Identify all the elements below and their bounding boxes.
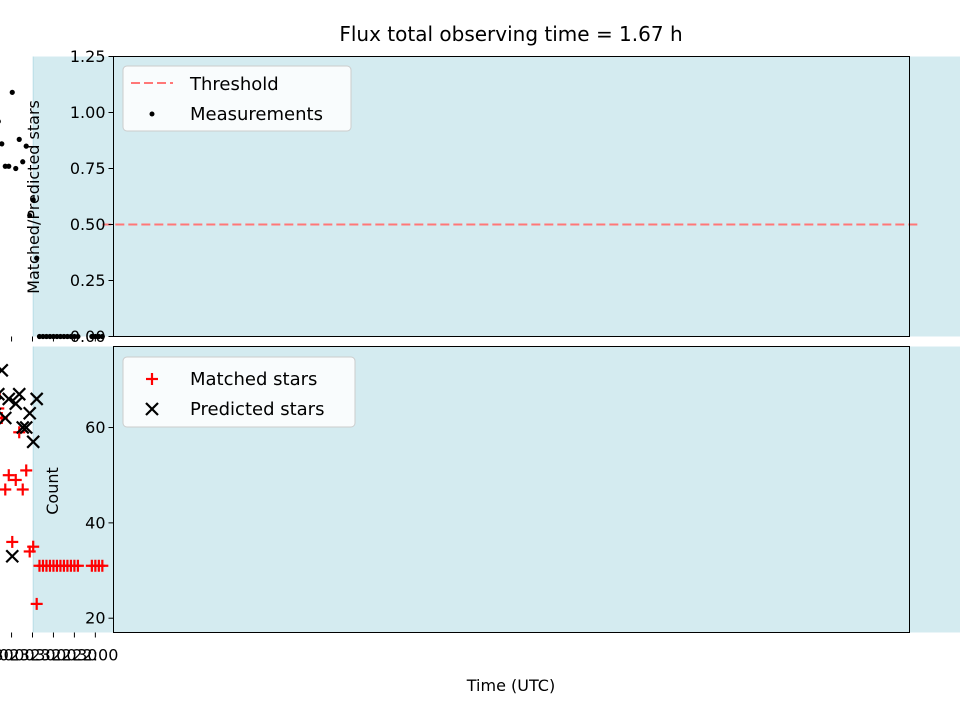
measurement-point (36, 333, 43, 340)
predicted-star-point (19, 420, 33, 435)
predicted-star-x-b (0, 387, 6, 395)
bottom-x-tick-label: 00:30 (0, 646, 14, 665)
bottom-x-tick-label: 23:30 (9, 646, 55, 665)
predicted-star-point (29, 392, 44, 406)
predicted-star-x-a (0, 394, 6, 401)
top-y-tick-label: 0.00 (70, 327, 106, 346)
measurement-point (2, 163, 8, 169)
bottom-y-tick-label: 20 (85, 609, 105, 628)
predicted-star-x-b (8, 396, 23, 411)
matched-star-point (23, 545, 36, 558)
predicted-star-point (15, 420, 30, 435)
measurements-points (0, 89, 105, 340)
predicted-star-point (1, 392, 16, 406)
bottom-x-tick-label: 00:00 (0, 646, 35, 665)
legend-measurements-swatch (149, 111, 155, 117)
measurement-point (0, 119, 1, 124)
matched-star-point (9, 473, 22, 486)
predicted-star-point (0, 411, 13, 425)
predicted-star-x-b (5, 549, 20, 564)
legend-threshold-label: Threshold (189, 74, 279, 95)
matched-star-point (85, 559, 98, 572)
top-y-axis-label: Matched/Predicted stars (24, 100, 43, 294)
x-axis-label: Time (UTC) (466, 676, 555, 695)
measurement-point (23, 143, 29, 149)
top-panel: 0.00 0.25 0.50 0.75 1.00 1.25 Flux total obse… (0, 22, 960, 346)
top-y-tick-label: 0.25 (70, 271, 106, 290)
predicted-star-point (22, 406, 37, 421)
matched-star-point (0, 483, 12, 496)
predicted-star-x-b (0, 363, 9, 374)
top-y-tick-label: 0.50 (70, 215, 106, 234)
legend-predicted-swatch (145, 402, 159, 416)
bottom-y-axis-label: Count (43, 467, 62, 515)
measurement-point (13, 165, 19, 172)
top-y-axis: 0.00 0.25 0.50 0.75 1.00 1.25 (70, 47, 114, 346)
bottom-legend: Matched stars Predicted stars (122, 356, 356, 428)
predicted-star-x-b (1, 392, 16, 406)
legend-predicted-label: Predicted stars (190, 399, 324, 420)
matched-star-point (16, 483, 29, 496)
predicted-star-x-b (26, 435, 40, 449)
predicted-stars-points (0, 363, 44, 564)
predicted-star-point (12, 387, 27, 401)
bottom-x-tick-label: 22:00 (72, 646, 118, 665)
top-y-tick-label: 1.25 (70, 47, 106, 66)
bottom-y-tick-label: 40 (85, 513, 105, 532)
top-legend-box (122, 65, 352, 132)
predicted-star-x-b (12, 387, 27, 401)
predicted-star-point (26, 435, 40, 449)
predicted-star-x-b (15, 420, 30, 435)
measurement-point (9, 89, 15, 95)
bottom-legend-box (122, 356, 356, 428)
matched-star-point (6, 535, 19, 548)
bottom-x-tick-label: 22:30 (51, 646, 97, 665)
top-x-ticks (11, 336, 96, 342)
legend-matched-label: Matched stars (190, 369, 317, 390)
bottom-y-tick-label: 60 (85, 418, 105, 437)
measurement-point (27, 212, 33, 219)
matched-star-point (33, 559, 46, 572)
legend-measurements-label: Measurements (190, 104, 323, 125)
top-plot-frame (113, 56, 910, 337)
predicted-star-x-b (29, 392, 44, 406)
predicted-star-point (8, 396, 23, 411)
measurement-point (30, 197, 36, 203)
measurement-point (89, 333, 95, 340)
predicted-star-point (0, 363, 9, 378)
measurement-point (0, 141, 5, 147)
predicted-star-x-b (22, 406, 37, 421)
bottom-plot-frame (113, 346, 910, 633)
measurement-point (20, 159, 26, 165)
bottom-x-tick-label: 23:00 (30, 646, 76, 665)
bottom-x-axis: 22:0022:3023:0023:3000:0000:3001:0001:30… (0, 632, 118, 665)
bottom-panel: 20 40 60 22:0022:3023:0023:3000:0000:3001:… (0, 346, 960, 695)
matched-star-point (2, 469, 15, 482)
matched-star-point (20, 464, 33, 477)
matched-star-point (0, 407, 5, 410)
predicted-star-point (0, 387, 6, 401)
predicted-star-x-b (19, 420, 33, 435)
matched-star-point (30, 597, 43, 610)
legend-matched-swatch (146, 373, 158, 385)
predicted-star-point (5, 549, 20, 564)
predicted-star-x-b (0, 411, 13, 425)
top-y-tick-label: 0.75 (70, 159, 106, 178)
measurement-point (34, 255, 40, 261)
top-y-tick-label: 1.00 (70, 103, 106, 122)
top-legend: Threshold Measurements (122, 65, 352, 132)
bottom-y-axis: 20 40 60 (85, 418, 114, 628)
measurement-point (16, 136, 22, 142)
chart-title: Flux total observing time = 1.67 h (339, 22, 682, 46)
